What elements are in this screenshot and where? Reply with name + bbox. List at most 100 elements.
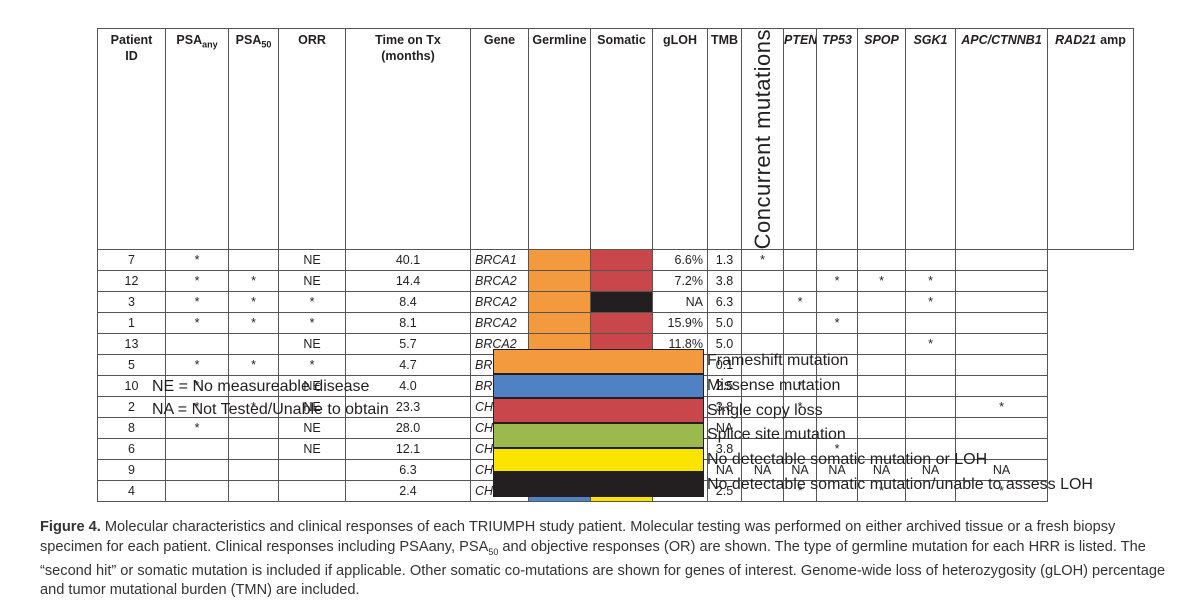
cell: *	[278, 312, 346, 335]
legend-item: Single copy loss	[493, 398, 1093, 424]
cell-text: *	[251, 400, 256, 415]
notes: NE = No measureable disease NA = Not Tes…	[152, 375, 389, 421]
cell-text: 0.1	[715, 358, 734, 373]
column-header: TP53	[816, 27, 858, 251]
cell: NE	[278, 417, 346, 440]
cell-text: *	[194, 316, 200, 331]
cell-text: 28.0	[395, 421, 421, 436]
cell: 5	[97, 354, 166, 377]
legend-label: Single copy loss	[707, 401, 823, 419]
cell: *	[228, 291, 279, 314]
cell	[165, 438, 229, 461]
cell-text: 12	[124, 274, 139, 289]
header-text: PSA	[176, 33, 203, 47]
header-suffix: amp	[1100, 33, 1126, 47]
legend-label: No detectable somatic mutation or LOH	[707, 451, 988, 469]
cell-text: *	[797, 400, 803, 415]
caption-label: Figure 4.	[40, 519, 101, 535]
caption-sub: 50	[488, 546, 499, 557]
cell: 13	[97, 333, 166, 356]
cell-text: BRCA2	[475, 316, 517, 331]
cell-text: *	[194, 358, 200, 373]
cell: 5.7	[345, 333, 471, 356]
cell: 7	[97, 249, 166, 272]
cell: *	[228, 270, 279, 293]
cell-text: 7	[128, 253, 135, 268]
header-text: PTEN	[784, 33, 817, 47]
cell: 4	[97, 480, 166, 503]
caption: Figure 4. Molecular characteristics and …	[40, 518, 1180, 601]
cell: NE	[278, 270, 346, 293]
cell-text: *	[797, 295, 803, 310]
cell-text: 4.0	[399, 379, 417, 394]
cell-text: *	[760, 253, 765, 268]
legend: Frameshift mutation Missense mutation Sing…	[493, 349, 1093, 498]
table-row: 7 * NE 40.1 BRCA1 6.6% 1.3 *	[97, 249, 1134, 272]
cell: 1	[97, 312, 166, 335]
cell-text: NA	[872, 463, 891, 478]
cell-text: 4	[128, 484, 135, 499]
column-header: RAD21 amp	[1047, 27, 1134, 251]
cell-text: BRCA2	[475, 274, 517, 289]
color-cell	[590, 270, 653, 293]
cell: NE	[278, 333, 346, 356]
cell: *	[165, 312, 229, 335]
legend-swatch	[493, 447, 704, 473]
legend-swatch	[493, 373, 704, 399]
cell	[278, 459, 346, 482]
cell-text: *	[999, 484, 1004, 499]
legend-label: Splice site mutation	[707, 426, 846, 444]
cell: NE	[278, 438, 346, 461]
cell: *	[165, 291, 229, 314]
header-sub: any	[202, 39, 218, 50]
cell-text: *	[999, 400, 1004, 415]
cell	[228, 459, 279, 482]
legend-swatch	[493, 472, 704, 498]
legend-label: No detectable somatic mutation/unable to…	[707, 475, 1093, 493]
cell: BRCA1	[470, 249, 529, 272]
cell-text: NE	[303, 337, 321, 352]
cell-text: NA	[715, 421, 734, 436]
column-header: SGK1	[905, 27, 956, 251]
cell: 15.9%	[652, 312, 708, 335]
cell-text: BRCA1	[475, 253, 517, 268]
cell-text: *	[797, 379, 803, 394]
cell-text: *	[251, 358, 256, 373]
color-cell	[590, 312, 653, 335]
cell-text: 9	[128, 463, 135, 478]
cell-text: 40.1	[395, 253, 421, 268]
header-text: RAD21	[1055, 33, 1097, 47]
cell	[783, 270, 817, 293]
cell-text: NE	[303, 274, 321, 289]
cell: 6.6%	[652, 249, 708, 272]
cell	[228, 480, 279, 503]
cell-text: NA	[992, 463, 1011, 478]
column-header: ORR	[278, 27, 346, 251]
header-text: APC/CTNNB1	[961, 33, 1042, 47]
concurrent-header: Concurrent mutations	[741, 27, 784, 251]
header-text: Time on Tx	[375, 33, 441, 47]
cell	[165, 480, 229, 503]
table-row: 12 * * NE 14.4 BRCA2 7.2% 3.8 * * *	[97, 270, 1134, 293]
cell-text: 6.3	[399, 463, 417, 478]
cell: *	[857, 270, 906, 293]
cell-text: *	[309, 295, 315, 310]
legend-swatch	[493, 349, 704, 374]
cell: 14.4	[345, 270, 471, 293]
cell-text: 5.0	[715, 316, 734, 331]
legend-swatch	[493, 398, 704, 424]
cell-text: 8.1	[399, 316, 417, 331]
color-cell	[528, 291, 591, 314]
cell	[783, 312, 817, 335]
header-text: ID	[125, 49, 138, 63]
cell-text: 5.7	[399, 337, 417, 352]
header-text: TMB	[710, 33, 739, 47]
column-header: gLOH	[652, 27, 708, 251]
results-table: Patient ID PSAany PSA50 ORR Time on Tx (months…	[97, 27, 1134, 503]
cell: 2.5	[707, 375, 742, 398]
cell: NE	[278, 249, 346, 272]
cell-text: *	[194, 295, 200, 310]
cell: 6.3	[345, 459, 471, 482]
cell	[228, 249, 279, 272]
